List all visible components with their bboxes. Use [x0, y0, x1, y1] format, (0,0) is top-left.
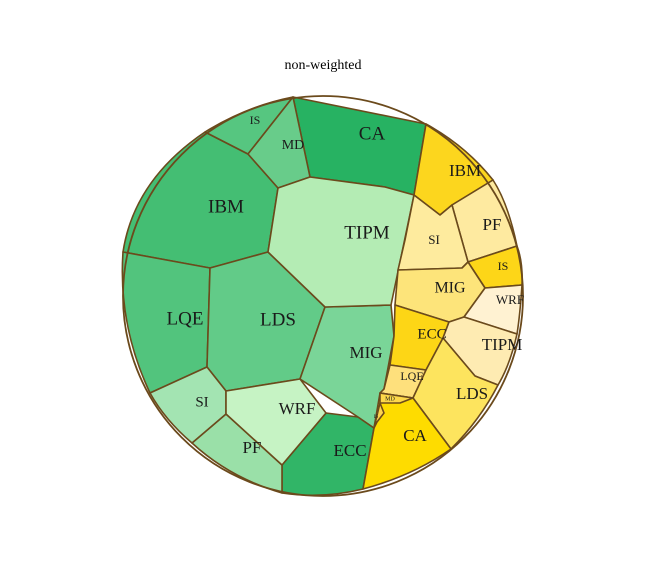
yellow-cell-md [379, 392, 414, 404]
yellow-cell-ca [362, 392, 452, 490]
cells-layer [121, 95, 524, 497]
yellow-cell-label-lqe: LQE [400, 369, 423, 383]
yellow-cell-label-pf: PF [483, 215, 502, 234]
green-cell-label-ibm: IBM [208, 196, 244, 217]
labels-layer: CA IBM LQE IS LDS MD ECC MIG PF SI TIPM WRF IBM PF SI I… [167, 113, 525, 460]
green-cell-label-lds: LDS [260, 309, 296, 330]
yellow-cell-label-mig: MIG [434, 280, 466, 297]
green-cell-label-is: IS [250, 113, 261, 127]
yellow-cell-label-md: MD [385, 396, 395, 402]
green-cell-label-tipm: TIPM [344, 222, 390, 243]
green-cell-label-ca: CA [359, 123, 386, 144]
green-cell-wrf [225, 378, 327, 466]
green-cell-pf [191, 413, 283, 494]
yellow-cell-label-is: IS [374, 415, 379, 420]
yellow-cell-label-tipm: TIPM [482, 335, 523, 354]
outer-boundary [122, 95, 524, 497]
green-cell-label-si: SI [195, 394, 208, 410]
green-cell-label-lqe: LQE [167, 308, 204, 329]
yellow-cell-label-lds: LDS [456, 384, 488, 403]
yellow-cell-label-wrf: WRF [496, 292, 524, 307]
yellow-cell-label-is: IS [498, 259, 509, 273]
yellow-cell-label-ibm: IBM [449, 161, 481, 180]
green-cell-label-mig: MIG [349, 343, 382, 362]
chart-title: non-weighted [285, 58, 362, 73]
green-cell-label-wrf: WRF [279, 399, 316, 418]
yellow-cell-is [373, 402, 385, 429]
green-cell-label-pf: PF [243, 438, 262, 457]
yellow-cell-label-si: SI [428, 232, 440, 247]
green-cell-label-md: MD [282, 138, 305, 153]
yellow-cell-label-ecc: ECC [417, 326, 446, 342]
yellow-cell-label-ca: CA [403, 426, 427, 445]
green-cell-label-ecc: ECC [333, 441, 366, 460]
